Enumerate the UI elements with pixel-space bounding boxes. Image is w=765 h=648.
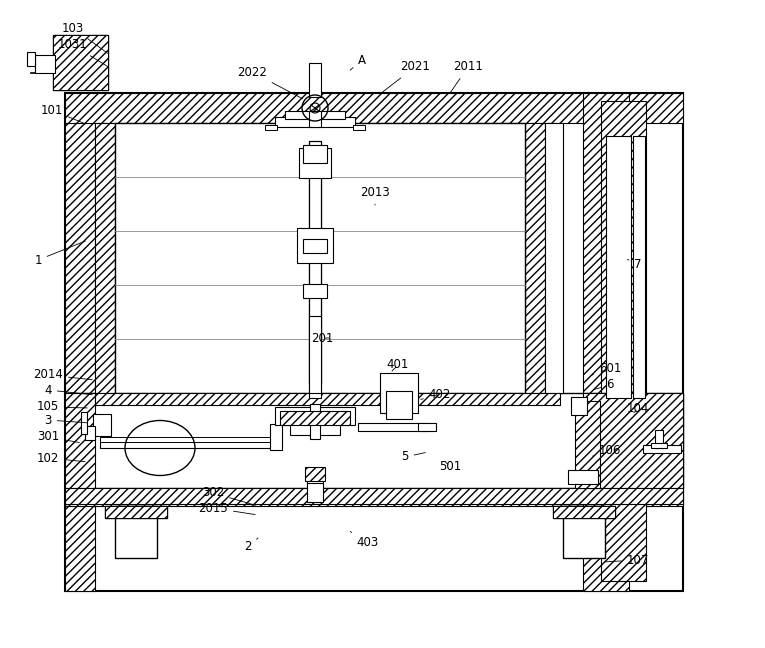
Text: 2014: 2014 xyxy=(33,369,93,382)
Text: 2011: 2011 xyxy=(450,60,483,94)
Text: 601: 601 xyxy=(592,362,621,375)
Text: 102: 102 xyxy=(37,452,85,465)
Bar xyxy=(275,407,355,425)
Bar xyxy=(545,123,563,393)
Bar xyxy=(115,506,157,558)
Text: 1: 1 xyxy=(34,241,86,266)
Bar xyxy=(307,483,323,502)
Bar xyxy=(358,423,428,431)
Bar xyxy=(553,506,615,518)
Text: 401: 401 xyxy=(387,358,409,371)
Bar xyxy=(633,136,645,398)
Bar xyxy=(290,423,340,435)
Bar xyxy=(85,426,95,440)
Bar xyxy=(305,467,325,481)
Bar xyxy=(270,424,282,450)
Text: 6: 6 xyxy=(594,378,614,391)
Bar xyxy=(100,438,280,448)
Bar xyxy=(65,93,95,591)
Text: 301: 301 xyxy=(37,430,80,443)
Bar xyxy=(309,141,321,383)
Text: 302: 302 xyxy=(202,487,256,505)
Text: 2013: 2013 xyxy=(360,185,390,205)
Text: 2021: 2021 xyxy=(382,60,430,92)
Bar xyxy=(568,470,598,484)
Bar xyxy=(571,397,587,415)
Bar xyxy=(310,404,320,439)
Bar xyxy=(27,52,35,66)
Bar xyxy=(309,111,321,127)
Bar xyxy=(583,93,629,591)
Bar xyxy=(553,506,615,518)
Bar xyxy=(265,125,277,130)
Bar xyxy=(386,391,412,419)
Bar xyxy=(285,111,345,119)
Text: 105: 105 xyxy=(37,400,87,413)
Bar xyxy=(81,412,87,434)
Bar xyxy=(93,414,111,436)
Text: 2022: 2022 xyxy=(237,65,302,98)
Bar xyxy=(65,488,683,506)
Text: 103: 103 xyxy=(62,21,108,53)
Bar xyxy=(115,123,525,393)
Bar xyxy=(303,284,327,298)
Bar xyxy=(575,401,600,488)
Bar xyxy=(418,423,436,431)
Bar xyxy=(297,228,333,263)
Bar xyxy=(65,93,683,123)
Text: 501: 501 xyxy=(439,459,461,472)
Bar xyxy=(309,143,321,398)
Text: 1031: 1031 xyxy=(58,38,108,67)
Text: 402: 402 xyxy=(421,389,451,402)
Bar xyxy=(643,445,681,453)
Text: A: A xyxy=(350,54,366,70)
Bar xyxy=(65,393,95,488)
Bar xyxy=(95,393,560,405)
Bar xyxy=(583,393,683,488)
Bar xyxy=(601,101,646,581)
Bar xyxy=(275,117,355,127)
Text: 106: 106 xyxy=(593,443,621,456)
Bar xyxy=(651,443,667,448)
Text: 104: 104 xyxy=(627,402,649,415)
Bar xyxy=(299,148,331,178)
Text: 403: 403 xyxy=(350,531,379,550)
Bar xyxy=(307,473,323,491)
Text: 4: 4 xyxy=(44,384,93,397)
Text: 2: 2 xyxy=(244,538,258,553)
Text: 107: 107 xyxy=(605,553,649,566)
Bar xyxy=(280,411,350,425)
Bar xyxy=(525,123,545,393)
Text: 5: 5 xyxy=(402,450,425,463)
Text: 7: 7 xyxy=(627,259,642,272)
Bar xyxy=(303,239,327,253)
Text: 201: 201 xyxy=(311,332,334,345)
Bar xyxy=(353,125,365,130)
Bar xyxy=(53,35,108,90)
Bar xyxy=(606,136,631,398)
Bar xyxy=(65,488,683,504)
Text: 101: 101 xyxy=(41,104,86,124)
Bar xyxy=(105,506,167,518)
Bar xyxy=(303,145,327,163)
Bar xyxy=(563,506,605,558)
Bar xyxy=(35,55,55,73)
Bar xyxy=(65,393,683,488)
Text: 3: 3 xyxy=(44,413,87,426)
Bar xyxy=(105,506,167,518)
Bar xyxy=(53,35,108,90)
Bar xyxy=(100,437,276,442)
Bar xyxy=(65,93,683,591)
Bar xyxy=(95,123,115,393)
Text: 2015: 2015 xyxy=(198,502,256,515)
Bar xyxy=(309,63,321,97)
Bar xyxy=(380,373,418,413)
Bar xyxy=(309,316,321,393)
Bar xyxy=(655,430,663,448)
